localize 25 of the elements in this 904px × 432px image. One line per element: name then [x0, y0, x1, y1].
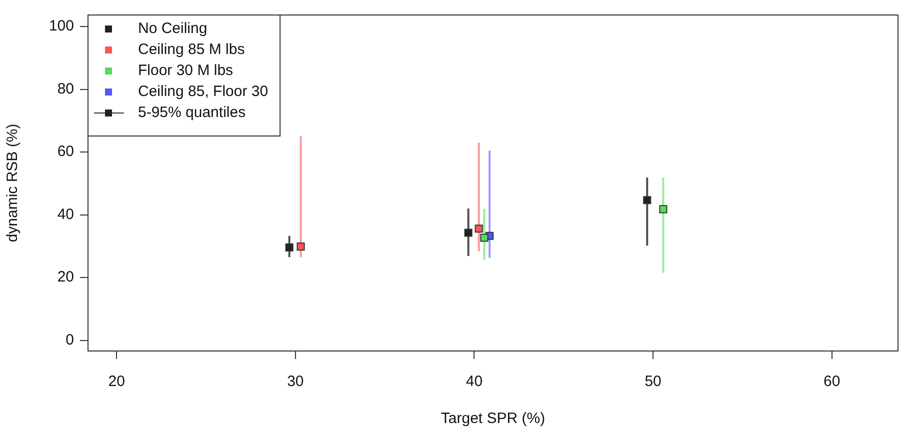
point — [474, 224, 483, 233]
point — [659, 205, 668, 214]
legend-label: Floor 30 M lbs — [138, 62, 234, 80]
y-tick-label: 80 — [57, 80, 74, 98]
y-tick-label: 100 — [48, 18, 74, 35]
x-tick-label: 40 — [466, 373, 483, 390]
legend-label: No Ceiling — [138, 20, 208, 38]
annotation: 5-95% quantiles — [138, 104, 246, 122]
x-tick-label: 50 — [644, 373, 662, 390]
x-tick-label: 30 — [287, 373, 304, 390]
point — [296, 242, 305, 251]
legend-label: Ceiling 85 M lbs — [138, 41, 245, 58]
y-axis-title: dynamic RSB (%) — [4, 124, 22, 242]
y-tick-label: 60 — [57, 143, 74, 160]
point — [480, 234, 488, 242]
x-axis-title: Target SPR (%) — [440, 410, 546, 428]
y-tick-label: 40 — [57, 206, 74, 223]
point — [464, 228, 472, 237]
x-tick-label: 20 — [108, 373, 125, 390]
point — [643, 196, 652, 204]
point — [285, 243, 294, 252]
x-tick-label: 60 — [823, 373, 840, 390]
y-tick-label: 20 — [57, 268, 74, 286]
y-tick-label: 0 — [66, 331, 74, 348]
legend-label: Ceiling 85, Floor 30 — [138, 83, 268, 100]
